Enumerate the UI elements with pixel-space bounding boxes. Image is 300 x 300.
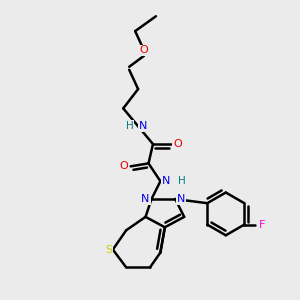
Text: N: N xyxy=(139,121,148,131)
Text: O: O xyxy=(140,45,148,56)
Text: N: N xyxy=(177,194,185,204)
Text: N: N xyxy=(162,176,170,186)
Text: S: S xyxy=(105,244,112,255)
Text: N: N xyxy=(141,194,150,204)
Text: H: H xyxy=(178,176,186,186)
Text: O: O xyxy=(173,139,182,149)
Text: H: H xyxy=(126,121,134,131)
Text: O: O xyxy=(120,161,128,171)
Text: F: F xyxy=(258,220,265,230)
